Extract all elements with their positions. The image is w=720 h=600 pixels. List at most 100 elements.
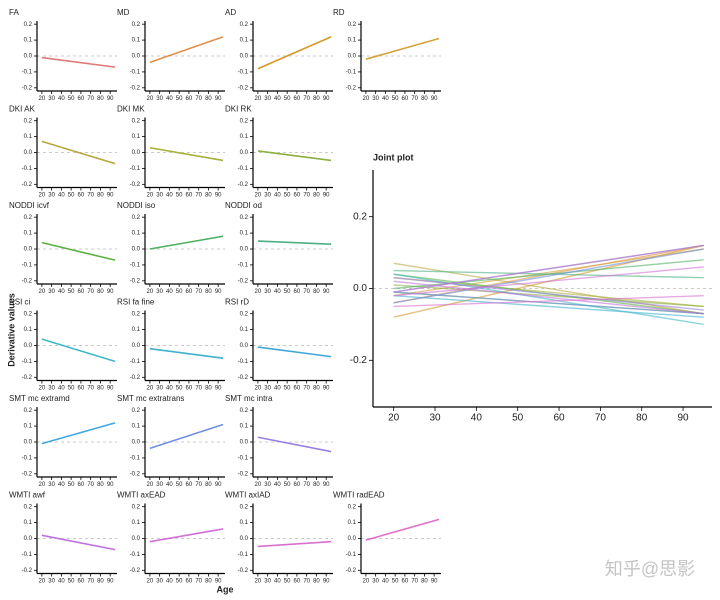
- x-tick-label: 90: [215, 96, 222, 102]
- x-tick-label: 80: [313, 192, 320, 198]
- x-tick-label: 80: [313, 482, 320, 488]
- x-tick-label: 80: [97, 482, 104, 488]
- y-tick-label: -0.2: [22, 471, 33, 477]
- x-tick-label: 60: [78, 385, 85, 391]
- trend-line: [41, 140, 116, 165]
- x-tick-label: 90: [323, 482, 330, 488]
- y-tick-label: -0.1: [238, 359, 249, 365]
- x-tick-label: 30: [48, 96, 55, 102]
- x-tick-label: 50: [176, 192, 183, 198]
- x-tick-label: 80: [313, 578, 320, 584]
- x-tick-label: 20: [39, 385, 46, 391]
- panel-title: SMT mc extratrans: [117, 394, 184, 403]
- y-tick-label: -0.1: [238, 262, 249, 268]
- x-tick-label: 40: [58, 385, 65, 391]
- y-tick-label: 0.1: [132, 38, 141, 44]
- x-tick-label: 30: [156, 289, 163, 295]
- x-tick-label: 50: [284, 385, 291, 391]
- x-tick-label: 30: [48, 482, 55, 488]
- x-tick-label: 30: [264, 385, 271, 391]
- y-tick-label: -0.2: [130, 375, 141, 381]
- x-tick-label: 50: [284, 192, 291, 198]
- x-tick-label: 20: [255, 578, 262, 584]
- panel-title: SMT mc intra: [225, 394, 273, 403]
- x-tick-label: 30: [48, 385, 55, 391]
- x-tick-label: 80: [97, 578, 104, 584]
- x-tick-label: 50: [176, 482, 183, 488]
- x-tick-label: 90: [215, 289, 222, 295]
- x-tick-label: 60: [294, 192, 301, 198]
- x-tick-label: 60: [78, 289, 85, 295]
- x-tick-label: 30: [372, 578, 379, 584]
- x-tick-label: 70: [87, 96, 94, 102]
- panel-title: FA: [9, 8, 19, 17]
- x-tick-label: 50: [284, 578, 291, 584]
- y-tick-label: 0.2: [348, 22, 357, 28]
- x-tick-label: 70: [87, 192, 94, 198]
- x-tick-label: 60: [78, 96, 85, 102]
- x-tick-label: 60: [78, 482, 85, 488]
- y-tick-label: 0.2: [24, 22, 33, 28]
- y-tick-label: 0.0: [240, 343, 249, 349]
- x-tick-label: 20: [39, 578, 46, 584]
- panel-title: WMTI axEAD: [117, 491, 166, 500]
- x-tick-label: 90: [323, 578, 330, 584]
- trend-line: [41, 338, 116, 363]
- joint-line: [393, 277, 704, 311]
- x-tick-label: 20: [147, 385, 154, 391]
- y-tick-label: 0.0: [132, 343, 141, 349]
- x-tick-label: 40: [274, 385, 281, 391]
- y-tick-label: -0.1: [346, 69, 357, 75]
- x-tick-label: 60: [186, 385, 193, 391]
- trend-line: [257, 346, 332, 358]
- watermark: 知乎@思影: [605, 559, 695, 579]
- y-tick-label: -0.2: [130, 278, 141, 284]
- y-tick-label: -0.2: [350, 355, 368, 366]
- x-tick-label: 20: [255, 96, 262, 102]
- x-tick-label: 60: [294, 385, 301, 391]
- x-tick-label: 90: [107, 385, 114, 391]
- x-tick-label: 70: [87, 289, 94, 295]
- x-tick-label: 20: [388, 413, 400, 424]
- y-tick-label: 0.1: [24, 134, 33, 140]
- x-tick-label: 60: [186, 482, 193, 488]
- panel-title: NODDI icvf: [9, 201, 50, 210]
- y-tick-label: 0.2: [353, 211, 367, 222]
- x-tick-label: 40: [58, 578, 65, 584]
- y-tick-label: 0.0: [24, 247, 33, 253]
- y-tick-label: 0.1: [348, 38, 357, 44]
- x-tick-label: 40: [58, 192, 65, 198]
- y-tick-label: 0.1: [132, 327, 141, 333]
- x-tick-label: 70: [195, 578, 202, 584]
- panel-title: NODDI od: [225, 201, 262, 210]
- x-tick-label: 30: [372, 96, 379, 102]
- x-tick-label: 20: [147, 482, 154, 488]
- x-tick-label: 30: [48, 192, 55, 198]
- x-tick-label: 50: [68, 385, 75, 391]
- panel-title: RSI rD: [225, 298, 249, 307]
- y-tick-label: 0.1: [24, 38, 33, 44]
- y-tick-label: 0.0: [132, 440, 141, 446]
- trend-line: [149, 235, 224, 250]
- x-tick-label: 70: [595, 413, 607, 424]
- y-tick-label: -0.2: [22, 182, 33, 188]
- x-tick-label: 60: [186, 192, 193, 198]
- x-tick-label: 40: [166, 192, 173, 198]
- x-tick-label: 90: [107, 482, 114, 488]
- x-tick-label: 60: [186, 578, 193, 584]
- x-tick-label: 80: [421, 96, 428, 102]
- joint-line: [393, 291, 704, 315]
- x-axis-title: Age: [216, 584, 233, 594]
- y-tick-label: -0.2: [130, 471, 141, 477]
- joint-line: [393, 280, 704, 315]
- y-tick-label: 0.0: [132, 536, 141, 542]
- y-tick-label: -0.1: [346, 552, 357, 558]
- panel-title: Joint plot: [373, 152, 414, 162]
- y-tick-label: -0.1: [130, 552, 141, 558]
- x-tick-label: 20: [147, 578, 154, 584]
- x-tick-label: 20: [363, 96, 370, 102]
- joint-line: [393, 294, 704, 308]
- trend-line: [257, 436, 332, 453]
- y-tick-label: 0.0: [348, 54, 357, 60]
- y-tick-label: -0.1: [238, 166, 249, 172]
